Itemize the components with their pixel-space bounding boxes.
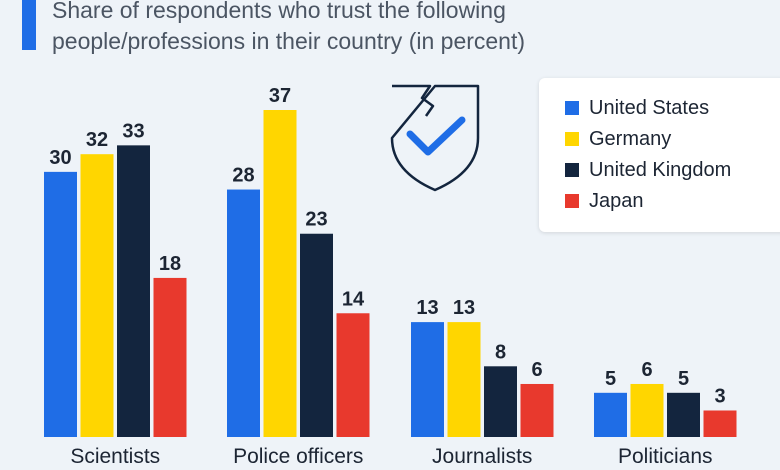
chart-subtitle: Share of respondents who trust the follo… xyxy=(52,0,652,57)
bar-police-officers-japan xyxy=(336,313,370,437)
data-label-police-officers-germany: 37 xyxy=(269,85,291,107)
data-label-journalists-united-kingdom: 8 xyxy=(495,341,506,363)
subtitle-line-2: people/professions in their country (in … xyxy=(52,28,526,54)
data-label-scientists-united-kingdom: 33 xyxy=(122,120,144,142)
bar-scientists-germany xyxy=(80,154,114,437)
legend-swatch xyxy=(565,101,579,115)
bar-journalists-united-states xyxy=(411,322,444,437)
data-label-police-officers-united-kingdom: 23 xyxy=(305,209,327,231)
data-label-journalists-japan: 6 xyxy=(531,359,542,381)
bar-scientists-united-states xyxy=(44,171,77,437)
bar-scientists-united-kingdom xyxy=(117,145,150,437)
data-label-politicians-japan: 3 xyxy=(714,385,725,407)
bar-police-officers-united-states xyxy=(227,189,260,437)
legend-label: Germany xyxy=(589,127,672,150)
bar-scientists-japan xyxy=(153,277,187,437)
data-label-police-officers-united-states: 28 xyxy=(232,165,254,187)
legend-item-japan: Japan xyxy=(565,189,644,213)
bar-police-officers-germany xyxy=(263,110,297,437)
data-label-journalists-united-states: 13 xyxy=(416,297,438,319)
data-label-scientists-japan: 18 xyxy=(159,253,181,275)
legend-label: United States xyxy=(589,96,710,119)
legend-label: United Kingdom xyxy=(589,158,732,181)
chart-legend: United States Germany United Kingdom Japan xyxy=(539,78,780,232)
bar-politicians-united-kingdom xyxy=(667,392,700,437)
category-label-police-officers: Police officers xyxy=(233,445,363,468)
category-label-journalists: Journalists xyxy=(432,445,532,468)
legend-swatch xyxy=(565,194,579,208)
bar-politicians-germany xyxy=(630,383,664,437)
data-label-police-officers-japan: 14 xyxy=(342,288,365,310)
data-label-journalists-germany: 13 xyxy=(453,297,475,319)
category-label-scientists: Scientists xyxy=(70,445,160,468)
legend-label: Japan xyxy=(589,189,644,212)
subtitle-line-1: Share of respondents who trust the follo… xyxy=(52,0,506,23)
legend-swatch xyxy=(565,132,579,146)
bar-journalists-germany xyxy=(447,322,481,437)
shield-check-icon xyxy=(390,84,480,192)
data-label-politicians-united-states: 5 xyxy=(605,368,616,390)
bar-journalists-united-kingdom xyxy=(484,366,517,437)
category-label-politicians: Politicians xyxy=(618,445,713,468)
bar-journalists-japan xyxy=(520,383,554,437)
legend-item-germany: Germany xyxy=(565,127,671,151)
bar-politicians-japan xyxy=(703,410,737,437)
legend-item-united-states: United States xyxy=(565,96,709,120)
data-label-scientists-united-states: 30 xyxy=(49,147,71,169)
legend-swatch xyxy=(565,163,579,177)
bar-politicians-united-states xyxy=(594,392,627,437)
data-label-scientists-germany: 32 xyxy=(86,129,108,151)
bar-police-officers-united-kingdom xyxy=(300,233,333,437)
title-accent-bar xyxy=(22,0,36,50)
legend-item-united-kingdom: United Kingdom xyxy=(565,158,731,182)
data-label-politicians-united-kingdom: 5 xyxy=(678,368,689,390)
data-label-politicians-germany: 6 xyxy=(641,359,652,381)
